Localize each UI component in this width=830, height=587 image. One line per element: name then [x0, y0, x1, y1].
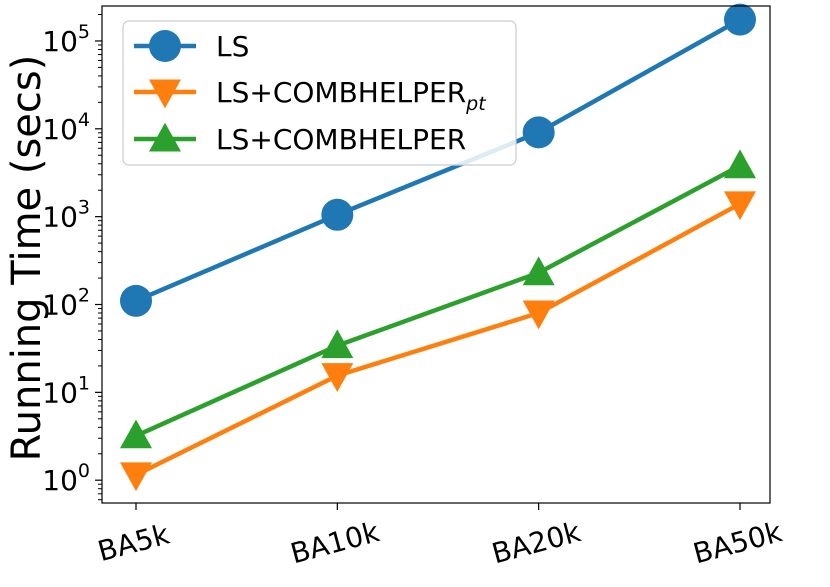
data-point-s2-2: [321, 363, 354, 392]
plot-frame: [101, 5, 771, 504]
x-tick-label-3: BA50k: [690, 515, 786, 570]
y-tick-label-4: 104: [42, 109, 90, 146]
data-point-s2-1: [120, 462, 152, 492]
data-point-s2-3: [522, 300, 555, 330]
data-point-s3-2: [321, 329, 354, 359]
data-point-s1-1: [120, 284, 152, 317]
series-line-1: [133, 17, 743, 304]
x-tick-label-2: BA20k: [488, 515, 584, 570]
y-tick-label-3: 103: [42, 197, 90, 234]
series-line-3: [133, 163, 743, 439]
data-point-s3-3: [522, 256, 555, 286]
x-tick-label-1: BA10k: [287, 515, 383, 570]
legend-marker-1: [149, 30, 181, 62]
y-tick-label-0: 100: [42, 460, 90, 497]
series-line-2: [133, 201, 743, 478]
y-tick-label-5: 105: [42, 21, 90, 58]
y-tick-label-1: 101: [42, 372, 90, 409]
legend-marker-3: [149, 122, 181, 152]
x-tick-label-0: BA5k: [94, 517, 173, 568]
legend-label-3: LS+COMBHELPER: [216, 123, 466, 156]
legend: LS LS+COMBHELPERpt LS+COMBHELPER: [122, 20, 517, 166]
y-axis-label: Running Time (secs): [4, 55, 50, 462]
legend-label-2: LS+COMBHELPERpt: [216, 76, 487, 115]
legend-label-1: LS: [216, 30, 249, 63]
data-point-s3-4: [724, 149, 756, 179]
legend-box: [122, 20, 517, 166]
legend-marker-2: [149, 79, 181, 109]
y-tick-label-2: 102: [42, 284, 90, 321]
data-point-s2-4: [724, 191, 756, 221]
data-point-s1-2: [321, 198, 354, 231]
plot-area: [120, 3, 756, 492]
data-point-s1-3: [522, 116, 555, 149]
data-point-s3-1: [120, 419, 152, 449]
data-point-s1-4: [724, 3, 756, 36]
